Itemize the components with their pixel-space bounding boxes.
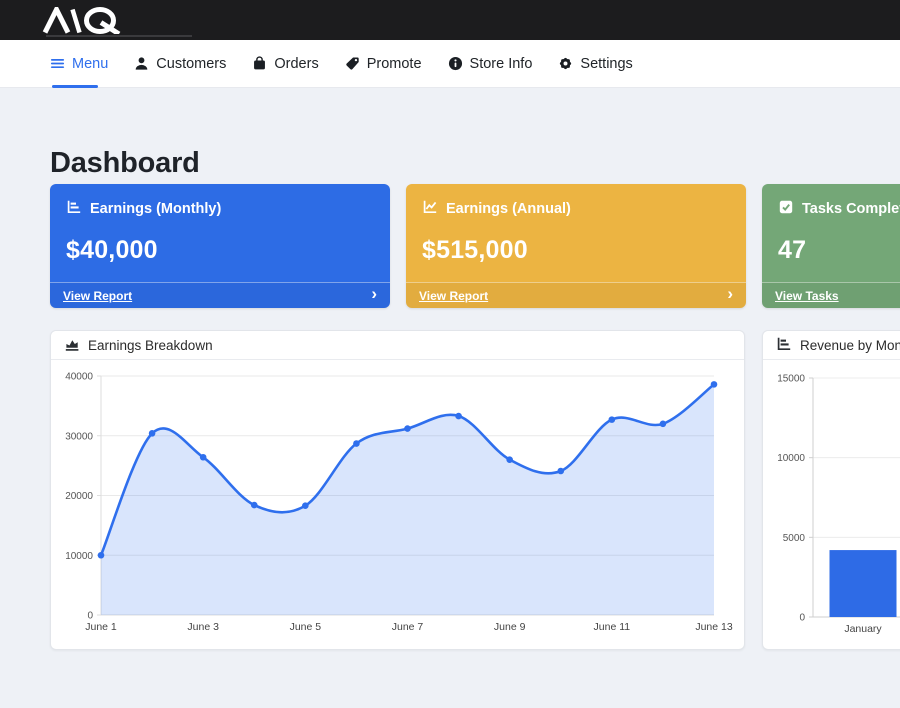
svg-text:0: 0 <box>87 611 93 622</box>
stat-card-title-text: Earnings (Monthly) <box>90 201 222 217</box>
menu-icon <box>50 56 65 71</box>
nav-label: Orders <box>274 55 319 72</box>
svg-text:June 13: June 13 <box>695 621 733 633</box>
user-icon <box>134 56 149 71</box>
stat-card-value: $515,000 <box>422 236 528 264</box>
stat-link-label: View Report <box>63 288 133 303</box>
revenue-by-month-card: Revenue by Month 0 5000 10000 15000 January <box>762 330 900 650</box>
earnings-breakdown-chart: 0 10000 20000 30000 40000 June 1 June 3 June 5 J… <box>65 372 733 634</box>
chevron-right-icon: › <box>371 284 377 303</box>
view-report-link[interactable]: View Report › <box>406 282 746 308</box>
svg-text:15000: 15000 <box>777 374 805 385</box>
view-report-link[interactable]: View Report › <box>50 282 390 308</box>
stat-card-title-text: Tasks Completed <box>802 201 900 217</box>
svg-text:30000: 30000 <box>65 431 93 442</box>
main-navbar: Menu Customers Orders Promote Store Info… <box>0 40 900 88</box>
svg-text:June 1: June 1 <box>85 621 117 633</box>
svg-text:January: January <box>844 623 882 635</box>
chart-title: Earnings Breakdown <box>88 337 213 353</box>
svg-text:10000: 10000 <box>65 551 93 562</box>
stat-card-title: Earnings (Monthly) <box>66 199 221 219</box>
chart-title: Revenue by Month <box>800 337 900 353</box>
tag-icon <box>345 56 360 71</box>
brand-logo-icon <box>42 3 121 37</box>
topbar <box>0 0 900 40</box>
info-icon <box>448 56 463 71</box>
svg-text:June 3: June 3 <box>187 621 219 633</box>
nav-item-menu[interactable]: Menu <box>50 56 108 72</box>
stat-card-title: Tasks Completed <box>778 199 900 219</box>
nav-label: Promote <box>366 55 422 72</box>
nav-item-store-info[interactable]: Store Info <box>448 55 533 72</box>
stat-card-2: Tasks Completed 47 View Tasks › <box>762 184 900 308</box>
svg-text:5000: 5000 <box>783 533 806 544</box>
nav-item-customers[interactable]: Customers <box>134 56 226 72</box>
svg-text:40000: 40000 <box>65 372 93 383</box>
stat-link-label: View Report <box>419 288 489 303</box>
revenue-by-month-chart: 0 5000 10000 15000 January <box>777 374 900 635</box>
nav-label: Menu <box>72 55 109 72</box>
view-tasks-link[interactable]: View Tasks › <box>762 282 900 308</box>
area-chart-icon <box>64 336 80 355</box>
chart-card-header: Earnings Breakdown <box>51 331 744 360</box>
brand-logo[interactable] <box>42 3 134 39</box>
bar-chart-icon <box>66 199 82 219</box>
svg-text:June 9: June 9 <box>494 621 526 633</box>
active-tab-indicator <box>52 85 98 88</box>
bag-icon <box>252 56 267 71</box>
svg-text:June 11: June 11 <box>594 621 631 633</box>
stat-link-label: View Tasks <box>775 288 839 303</box>
stat-card-title: Earnings (Annual) <box>422 199 571 219</box>
check-square-icon <box>778 199 794 219</box>
page-title: Dashboard <box>50 147 200 179</box>
svg-text:June 7: June 7 <box>392 621 424 633</box>
nav-label: Settings <box>580 55 633 72</box>
chart-card-header: Revenue by Month <box>763 331 900 360</box>
nav-label: Customers <box>156 55 227 72</box>
svg-text:20000: 20000 <box>65 491 93 502</box>
stat-cards-row: Earnings (Monthly) $40,000 View Report ›… <box>50 184 900 308</box>
earnings-breakdown-card: Earnings Breakdown 0 10000 20000 30000 40000… <box>50 330 745 650</box>
stat-card-value: 47 <box>778 236 807 264</box>
svg-text:10000: 10000 <box>777 453 805 464</box>
logo-underline <box>46 35 192 37</box>
line-chart-icon <box>422 199 438 219</box>
nav-item-promote[interactable]: Promote <box>345 56 422 72</box>
stat-card-title-text: Earnings (Annual) <box>446 201 571 217</box>
nav-item-settings[interactable]: Settings <box>558 55 633 72</box>
stat-card-0: Earnings (Monthly) $40,000 View Report › <box>50 184 390 308</box>
stat-card-value: $40,000 <box>66 236 158 264</box>
nav-label: Store Info <box>469 55 533 72</box>
chevron-right-icon: › <box>727 284 733 303</box>
gear-icon <box>558 56 573 71</box>
svg-text:June 5: June 5 <box>290 621 322 633</box>
bar-chart-icon <box>776 336 792 355</box>
stat-card-1: Earnings (Annual) $515,000 View Report › <box>406 184 746 308</box>
svg-text:0: 0 <box>799 613 805 624</box>
nav-item-orders[interactable]: Orders <box>252 55 319 72</box>
